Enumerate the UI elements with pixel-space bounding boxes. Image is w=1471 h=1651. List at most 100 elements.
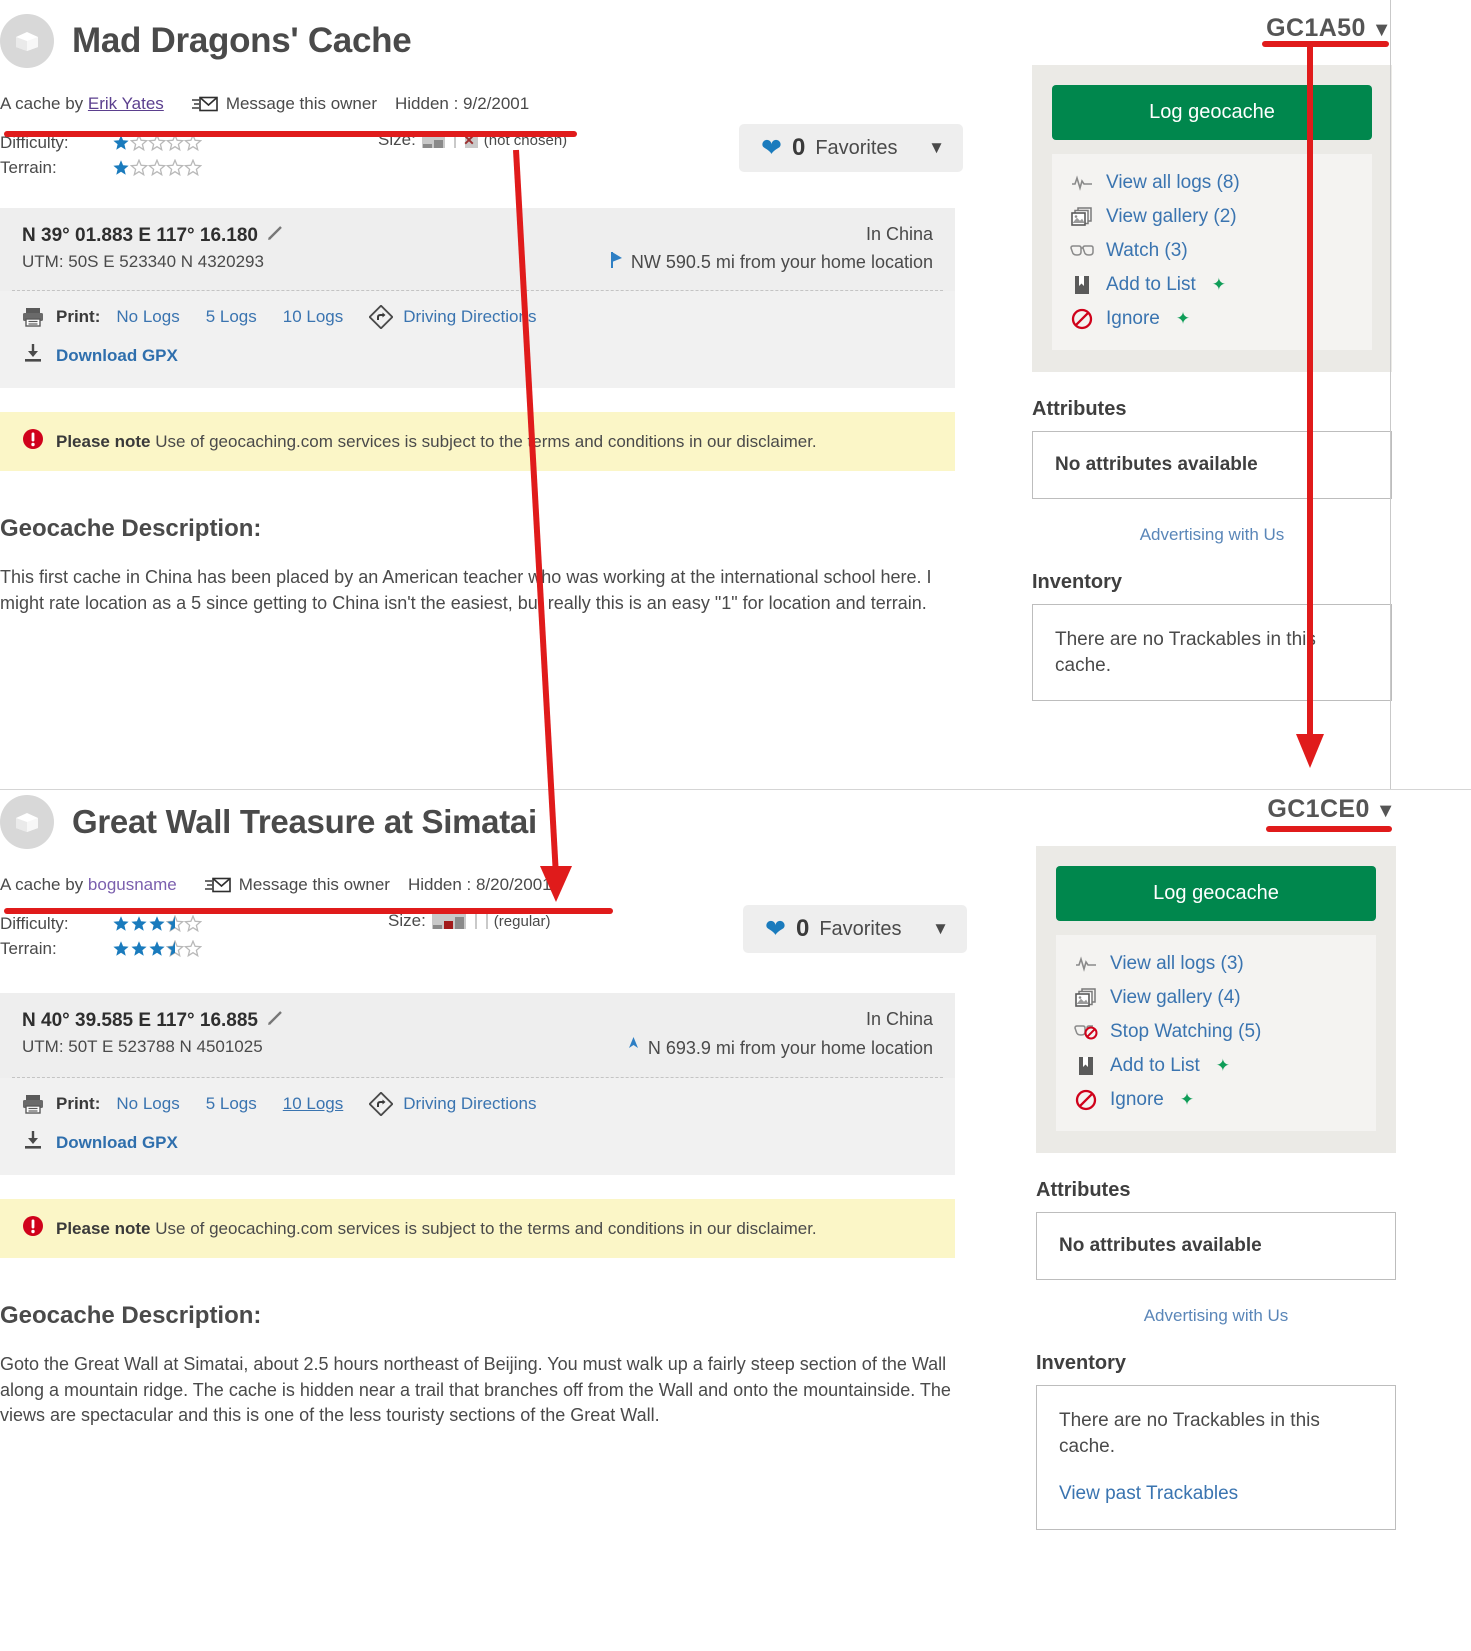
star-full <box>112 159 130 177</box>
difficulty-stars <box>112 133 202 152</box>
ignore-item[interactable]: Ignore ✦ <box>1070 308 1358 330</box>
chevron-down-icon[interactable]: ▼ <box>1375 800 1396 822</box>
star-half <box>166 914 184 933</box>
chevron-down-icon[interactable]: ▼ <box>1371 19 1392 41</box>
ignore-link[interactable]: Ignore <box>1106 308 1160 329</box>
size-label: Size: <box>388 911 426 930</box>
cache-type-icon <box>0 14 54 68</box>
byline-prefix: A cache by <box>0 875 84 894</box>
ignore-icon <box>1074 1089 1098 1111</box>
cache-1-ratings-row: Difficulty: Terrain: Size: ✕ (not chosen… <box>0 124 1000 186</box>
view-gallery-item[interactable]: View gallery (2) <box>1070 206 1358 228</box>
add-to-list-link[interactable]: Add to List <box>1110 1055 1200 1076</box>
cache-2-main-column: Great Wall Treasure at Simatai A cache b… <box>0 795 1000 1429</box>
cache-2-byline: A cache by bogusname Message this owner … <box>0 875 1000 895</box>
print-row: Print: No Logs 5 Logs 10 Logs Driving Di… <box>22 1092 933 1116</box>
download-gpx-link[interactable]: Download GPX <box>56 1132 178 1152</box>
advertising-with-us-link[interactable]: Advertising with Us <box>1139 525 1285 544</box>
distance-text: N 693.9 mi from your home location <box>647 1038 933 1058</box>
cache-owner-link[interactable]: bogusname <box>87 875 177 894</box>
log-geocache-button[interactable]: Log geocache <box>1056 866 1376 921</box>
coordinates: N 40° 39.585 E 117° 16.885 <box>22 1009 284 1033</box>
cache-2-inventory-heading: Inventory <box>1036 1352 1127 1374</box>
print-no-logs-link[interactable]: No Logs <box>116 307 180 326</box>
star-empty <box>130 133 148 152</box>
view-all-logs-item[interactable]: View all logs (3) <box>1074 953 1362 975</box>
cache-1-attributes-box: No attributes available <box>1032 431 1392 499</box>
log-geocache-button[interactable]: Log geocache <box>1052 85 1372 140</box>
print-label: Print: <box>56 307 101 326</box>
print-5-logs-link[interactable]: 5 Logs <box>205 1094 257 1113</box>
favorites-badge[interactable]: ❤ 0 Favorites ▼ <box>739 124 963 172</box>
difficulty-stars <box>112 914 202 933</box>
cache-country: In China <box>865 224 933 244</box>
size-segment <box>455 132 465 148</box>
print-10-logs-link[interactable]: 10 Logs <box>282 307 344 326</box>
star-full <box>112 134 130 152</box>
page-break-divider <box>0 789 1471 790</box>
direction-arrow-icon <box>610 251 623 274</box>
cache-1-action-card: Log geocache View all logs (8) View gall… <box>1032 65 1392 372</box>
cache-2-coordinates-panel: N 40° 39.585 E 117° 16.885 UTM: 50T E 52… <box>0 993 955 1175</box>
size-segment <box>465 913 475 929</box>
gc-code: GC1A50 <box>1266 14 1366 42</box>
stop-watching-link[interactable]: Stop Watching (5) <box>1110 1021 1262 1042</box>
add-to-list-link[interactable]: Add to List <box>1106 274 1196 295</box>
download-gpx-link[interactable]: Download GPX <box>56 345 178 365</box>
watch-item[interactable]: Watch (3) <box>1070 240 1358 262</box>
star-full <box>148 940 166 958</box>
print-no-logs-link[interactable]: No Logs <box>116 1094 180 1113</box>
cache-2-description-body: Goto the Great Wall at Simatai, about 2.… <box>0 1354 951 1426</box>
edit-pencil-icon[interactable] <box>266 224 284 248</box>
size-segment <box>433 140 443 148</box>
view-past-trackables-link[interactable]: View past Trackables <box>1059 1483 1239 1505</box>
view-all-logs-item[interactable]: View all logs (8) <box>1070 172 1358 194</box>
advertising-with-us-link[interactable]: Advertising with Us <box>1143 1306 1289 1325</box>
message-owner-link[interactable]: Message this owner <box>238 875 390 894</box>
message-icon <box>191 96 218 112</box>
download-gpx-row: Download GPX <box>22 343 933 368</box>
printer-icon <box>22 1094 44 1114</box>
driving-directions-link[interactable]: Driving Directions <box>403 1094 537 1113</box>
print-5-logs-link[interactable]: 5 Logs <box>205 307 257 326</box>
add-to-list-item[interactable]: Add to List ✦ <box>1074 1055 1362 1077</box>
driving-directions-link[interactable]: Driving Directions <box>403 307 537 326</box>
view-all-logs-link[interactable]: View all logs (8) <box>1106 172 1240 193</box>
driving-directions-icon <box>369 305 394 329</box>
print-10-logs-link[interactable]: 10 Logs <box>282 1094 344 1113</box>
watch-link[interactable]: Watch (3) <box>1106 240 1188 261</box>
chevron-down-icon[interactable]: ▼ <box>928 138 945 157</box>
cache-2-inventory-text: There are no Trackables in this cache. <box>1059 1410 1320 1457</box>
star-empty <box>148 133 166 152</box>
view-gallery-item[interactable]: View gallery (4) <box>1074 987 1362 1009</box>
cache-size: Size: (regular) <box>388 911 550 931</box>
alert-icon <box>22 1215 44 1242</box>
size-segment <box>444 136 454 148</box>
view-all-logs-link[interactable]: View all logs (3) <box>1110 953 1244 974</box>
heart-icon: ❤ <box>765 914 786 943</box>
stop-watching-item[interactable]: Stop Watching (5) <box>1074 1021 1362 1043</box>
cache-1-header: Mad Dragons' Cache <box>0 14 1000 68</box>
cache-2-action-card: Log geocache View all logs (3) View gall… <box>1036 846 1396 1153</box>
ignore-icon <box>1070 308 1094 330</box>
cache-owner-link[interactable]: Erik Yates <box>87 94 164 113</box>
cache-2-gc-code-row[interactable]: GC1CE0 ▼ <box>1036 795 1396 824</box>
ignore-item[interactable]: Ignore ✦ <box>1074 1089 1362 1111</box>
utm-coordinates: UTM: 50T E 523788 N 4501025 <box>22 1037 263 1056</box>
message-icon <box>204 877 231 893</box>
star-empty <box>166 133 184 152</box>
add-to-list-item[interactable]: Add to List ✦ <box>1070 274 1358 296</box>
coordinates: N 39° 01.883 E 117° 16.180 <box>22 224 284 248</box>
cache-1-gc-code-row[interactable]: GC1A50 ▼ <box>1032 14 1392 43</box>
ignore-link[interactable]: Ignore <box>1110 1089 1164 1110</box>
difficulty-label: Difficulty: <box>0 132 69 152</box>
view-gallery-link[interactable]: View gallery (4) <box>1110 987 1241 1008</box>
cache-1-inventory-heading: Inventory <box>1032 571 1123 593</box>
gc-code: GC1CE0 <box>1267 795 1370 823</box>
message-owner-link[interactable]: Message this owner <box>225 94 377 113</box>
chevron-down-icon[interactable]: ▼ <box>932 919 949 938</box>
favorites-badge[interactable]: ❤ 0 Favorites ▼ <box>743 905 967 953</box>
edit-pencil-icon[interactable] <box>266 1009 284 1033</box>
view-gallery-link[interactable]: View gallery (2) <box>1106 206 1237 227</box>
note-text: Use of geocaching.com services is subjec… <box>155 431 817 451</box>
